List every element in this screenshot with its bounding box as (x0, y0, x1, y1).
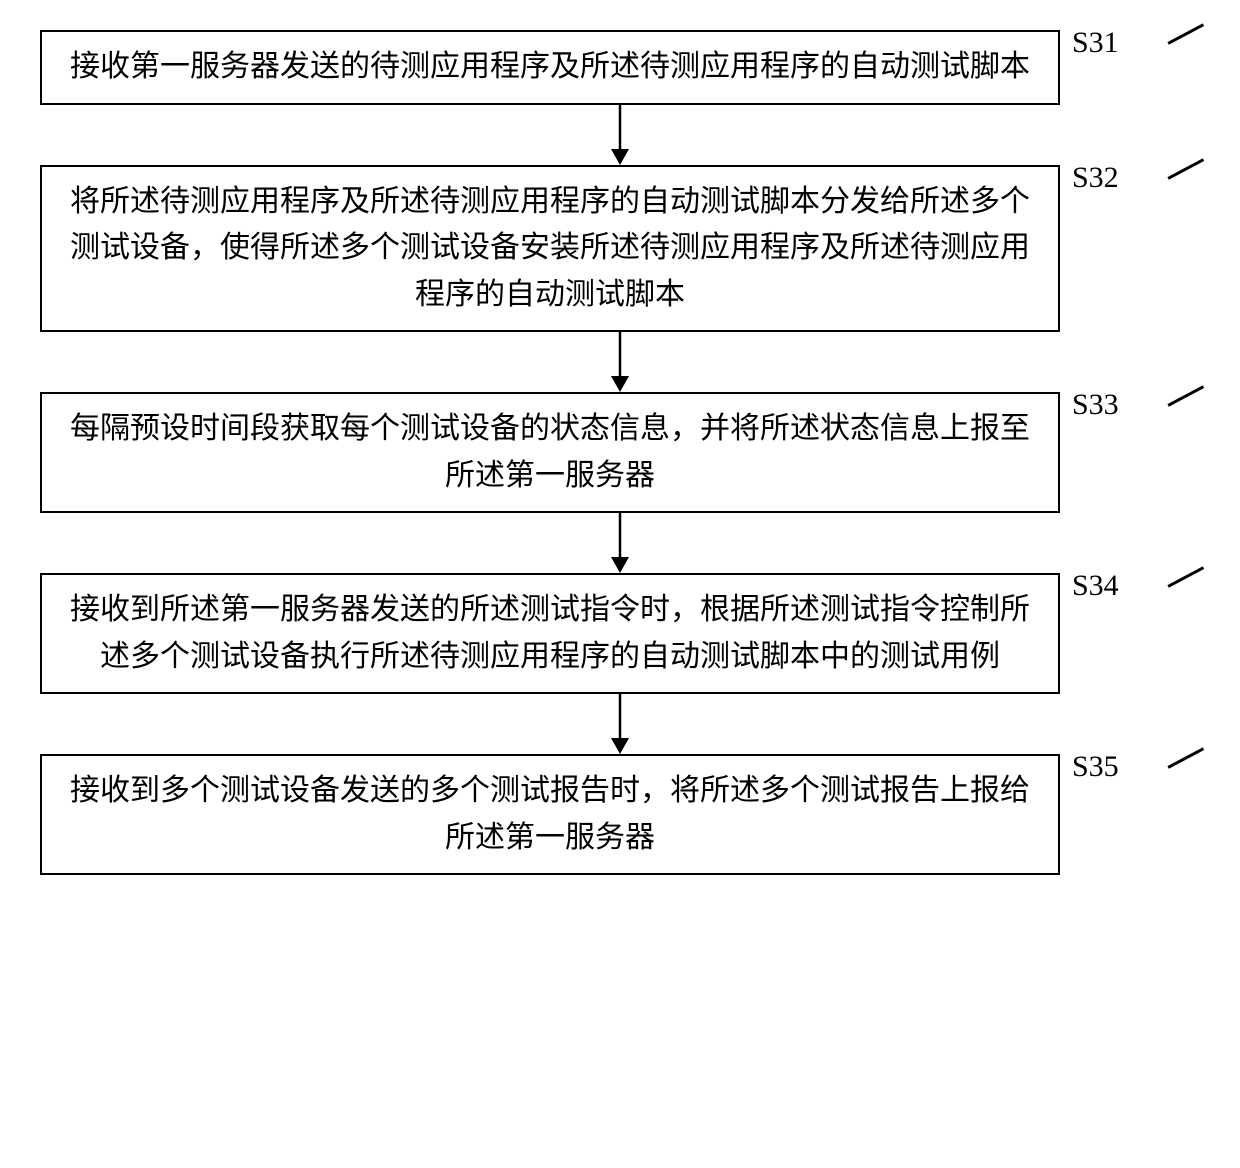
arrow-icon (605, 694, 635, 754)
step-text-s31: 接收第一服务器发送的待测应用程序及所述待测应用程序的自动测试脚本 (70, 44, 1030, 91)
step-label-s35: S35 (1072, 750, 1119, 784)
step-box-s31: 接收第一服务器发送的待测应用程序及所述待测应用程序的自动测试脚本 (40, 30, 1060, 105)
step-label-s32: S32 (1072, 161, 1119, 195)
step-row-s35: 接收到多个测试设备发送的多个测试报告时，将所述多个测试报告上报给所述第一服务器 … (40, 754, 1200, 875)
step-text-s33: 每隔预设时间段获取每个测试设备的状态信息，并将所述状态信息上报至所述第一服务器 (62, 406, 1038, 499)
step-box-s33: 每隔预设时间段获取每个测试设备的状态信息，并将所述状态信息上报至所述第一服务器 (40, 392, 1060, 513)
step-label-s34: S34 (1072, 569, 1119, 603)
step-box-s35: 接收到多个测试设备发送的多个测试报告时，将所述多个测试报告上报给所述第一服务器 (40, 754, 1060, 875)
leader-s31 (1168, 42, 1208, 44)
step-text-s35: 接收到多个测试设备发送的多个测试报告时，将所述多个测试报告上报给所述第一服务器 (62, 768, 1038, 861)
leader-line-s35 (1167, 747, 1203, 768)
step-text-s32: 将所述待测应用程序及所述待测应用程序的自动测试脚本分发给所述多个测试设备，使得所… (62, 179, 1038, 319)
step-row-s31: 接收第一服务器发送的待测应用程序及所述待测应用程序的自动测试脚本 S31 (40, 30, 1200, 105)
leader-s33 (1168, 404, 1208, 406)
leader-line-s34 (1167, 566, 1203, 587)
leader-s32 (1168, 177, 1208, 179)
arrow-s34-s35 (110, 694, 1130, 754)
arrow-s32-s33 (110, 332, 1130, 392)
step-label-s33: S33 (1072, 388, 1119, 422)
leader-line-s31 (1167, 23, 1203, 44)
arrow-icon (605, 105, 635, 165)
step-row-s32: 将所述待测应用程序及所述待测应用程序的自动测试脚本分发给所述多个测试设备，使得所… (40, 165, 1200, 333)
arrow-s33-s34 (110, 513, 1130, 573)
leader-line-s33 (1167, 385, 1203, 406)
flowchart-container: 接收第一服务器发送的待测应用程序及所述待测应用程序的自动测试脚本 S31 将所述… (40, 30, 1200, 875)
leader-s34 (1168, 585, 1208, 587)
arrow-s31-s32 (110, 105, 1130, 165)
leader-line-s32 (1167, 158, 1203, 179)
arrow-icon (605, 332, 635, 392)
step-box-s34: 接收到所述第一服务器发送的所述测试指令时，根据所述测试指令控制所述多个测试设备执… (40, 573, 1060, 694)
leader-s35 (1168, 766, 1208, 768)
arrow-icon (605, 513, 635, 573)
step-text-s34: 接收到所述第一服务器发送的所述测试指令时，根据所述测试指令控制所述多个测试设备执… (62, 587, 1038, 680)
step-row-s33: 每隔预设时间段获取每个测试设备的状态信息，并将所述状态信息上报至所述第一服务器 … (40, 392, 1200, 513)
step-row-s34: 接收到所述第一服务器发送的所述测试指令时，根据所述测试指令控制所述多个测试设备执… (40, 573, 1200, 694)
step-label-s31: S31 (1072, 26, 1119, 60)
step-box-s32: 将所述待测应用程序及所述待测应用程序的自动测试脚本分发给所述多个测试设备，使得所… (40, 165, 1060, 333)
